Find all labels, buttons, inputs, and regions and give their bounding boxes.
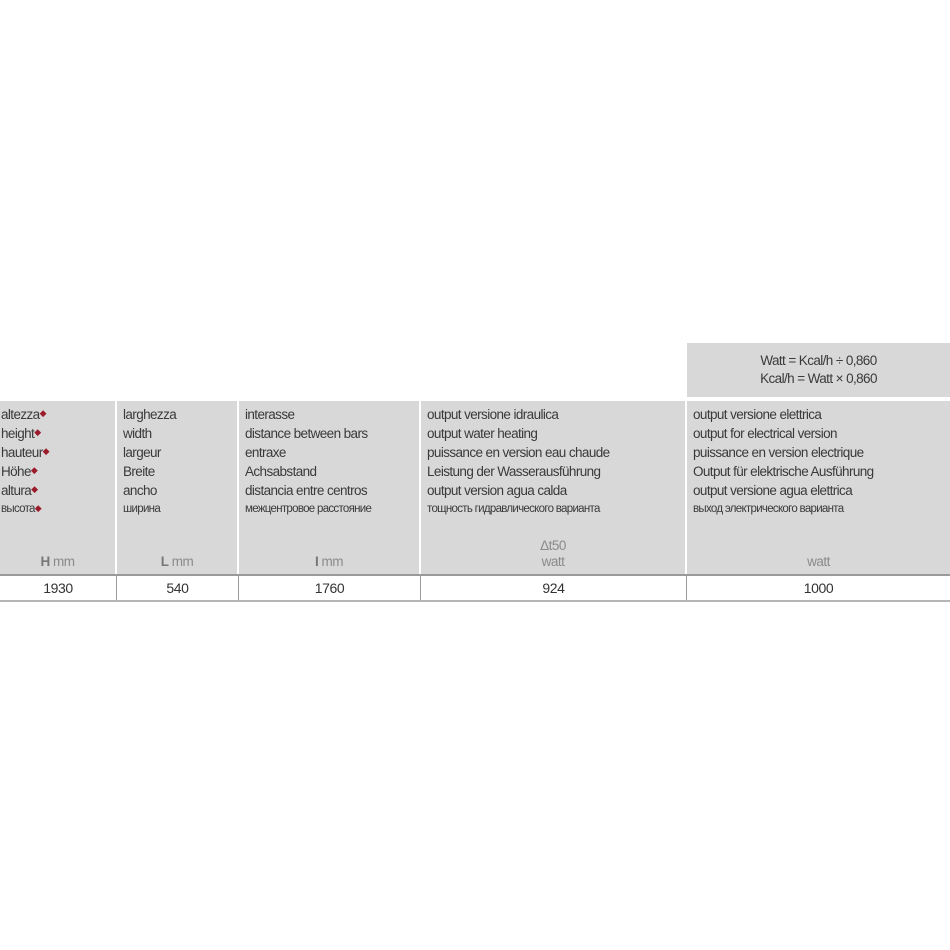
conversion-formula: Watt = Kcal/h ÷ 0,860 Kcal/h = Watt × 0,… [687,343,950,397]
label-text: ancho [123,483,157,498]
header-label: Achsabstand [245,462,413,481]
header-output-water: output versione idraulica output water he… [421,401,685,574]
label-text: output version agua calda [427,483,567,498]
unit-top: Δt50 [540,538,566,553]
label-text: puissance en version eau chaude [427,445,610,460]
unit-text: mm [53,554,75,569]
label-text: output versione elettrica [693,407,822,422]
header-label: output versione elettrica [693,405,944,424]
unit-text: mm [171,554,194,569]
label-text: высота [1,503,35,515]
label-text: distancia entre centros [245,483,368,498]
label-text: distance between bars [245,426,368,441]
value-width: 540 [117,576,239,600]
header-height: altezza◆ height◆ hauteur◆ Höhe◆ altura◆ высот… [0,401,115,574]
label-text: выход электрического варианта [693,503,844,515]
header-label-ru: ширина [123,500,231,519]
header-output-electric: output versione elettrica output for elec… [687,401,950,574]
header-label-ru: высота◆ [1,500,109,519]
marker-icon: ◆ [42,446,50,456]
header-label: output version agua calda [427,481,679,500]
label-text: hauteur [1,445,43,460]
value-output-electric: 1000 [803,580,834,596]
unit-label: H mm [0,554,115,570]
value-height: 1930 [0,576,117,600]
label-text: altezza [1,407,40,422]
label-text: output for electrical version [693,426,838,441]
label-text: Leistung der Wasserausführung [427,464,601,479]
label-text: puissance en version electrique [693,445,864,460]
header-label: entraxe [245,443,413,462]
unit-label: I mm [239,554,419,570]
header-label: larghezza [123,405,231,424]
header-label-ru: межцентровое расстояние [245,500,413,519]
label-text: output water heating [427,426,538,441]
header-label: Leistung der Wasserausführung [427,462,679,481]
marker-icon: ◆ [34,503,42,513]
label-text: altura [1,483,32,498]
label-text: Breite [123,464,155,479]
label-text: output versione idraulica [427,407,559,422]
label-text: larghezza [123,407,177,422]
label-text: тощность гидравлического варианта [427,503,600,515]
label-text: interasse [245,407,295,422]
header-label: puissance en version electrique [693,443,944,462]
unit-text: watt [807,554,830,569]
label-text: width [123,426,152,441]
header-label: output for electrical version [693,424,944,443]
unit-text: mm [321,554,344,569]
label-text: height [1,426,35,441]
marker-icon: ◆ [34,427,41,437]
label-text: output versione agua elettrica [693,483,853,498]
header-label: ancho [123,481,231,500]
marker-icon: ◆ [31,484,38,494]
label-text: межцентровое расстояние [245,503,372,515]
value-distance-between-bars: 1760 [239,576,421,600]
unit-label: watt [687,554,950,570]
header-label: altezza◆ [1,405,109,424]
header-label: puissance en version eau chaude [427,443,679,462]
marker-icon: ◆ [30,465,38,475]
unit-label: Δt50 watt [421,538,685,570]
header-label: largeur [123,443,231,462]
label-text: Höhe [1,464,31,479]
label-text: Output für elektrische Ausführung [693,464,874,479]
value-output-water: 924 [421,576,687,600]
unit-symbol: H [40,554,50,569]
label-text: ширина [123,503,161,515]
header-label: height◆ [1,424,109,443]
label-text: entraxe [245,445,286,460]
unit-label: L mm [117,554,237,570]
header-label: hauteur◆ [1,443,109,462]
header-label-ru: выход электрического варианта [693,500,944,519]
header-distance-between-bars: interasse distance between bars entraxe Ach… [239,401,419,574]
marker-icon: ◆ [39,408,47,418]
header-label: output water heating [427,424,679,443]
formula-line: Kcal/h = Watt × 0,860 [760,371,877,386]
header-label: width [123,424,231,443]
header-label: output versione idraulica [427,405,679,424]
header-label: interasse [245,405,413,424]
header-label: Breite [123,462,231,481]
label-text: Achsabstand [245,464,317,479]
header-label: Höhe◆ [1,462,109,481]
unit-symbol: L [160,554,169,569]
unit-symbol: I [314,554,319,569]
header-label: Output für elektrische Ausführung [693,462,944,481]
label-text: largeur [123,445,161,460]
header-label-ru: тощность гидравлического варианта [427,500,679,519]
header-label: altura◆ [1,481,109,500]
formula-line: Watt = Kcal/h ÷ 0,860 [760,353,877,368]
header-label: distancia entre centros [245,481,413,500]
header-label: distance between bars [245,424,413,443]
header-width: larghezza width largeur Breite ancho ширина L … [117,401,237,574]
header-label: output versione agua elettrica [693,481,944,500]
unit-text: watt [541,554,565,569]
table-row: 1930 540 1760 924 1000 [0,574,950,602]
